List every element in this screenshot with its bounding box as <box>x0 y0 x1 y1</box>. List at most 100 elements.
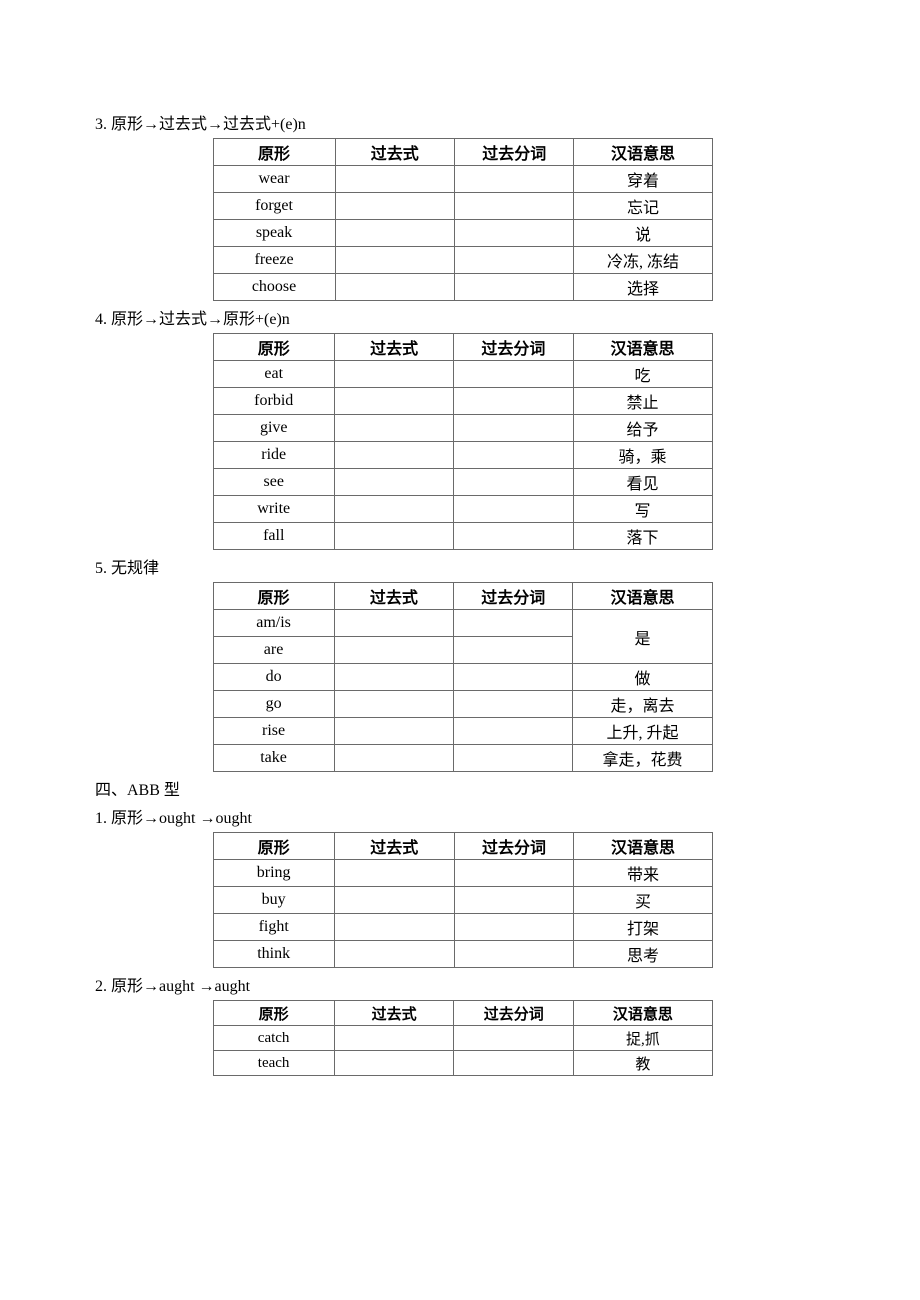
cell-participle <box>454 1051 574 1076</box>
cell-participle <box>455 193 574 220</box>
cell-meaning: 做 <box>573 664 712 691</box>
header-base: 原形 <box>213 1001 334 1026</box>
header-participle: 过去分词 <box>454 1001 574 1026</box>
abb-heading: 四、ABB 型 <box>95 776 830 800</box>
cell-participle <box>455 247 574 274</box>
table-row: forbid禁止 <box>213 388 712 415</box>
cell-base: fight <box>213 914 334 941</box>
cell-past <box>335 166 454 193</box>
cell-meaning: 买 <box>574 887 712 914</box>
cell-past <box>334 860 454 887</box>
header-participle: 过去分词 <box>454 833 574 860</box>
header-past: 过去式 <box>334 1001 454 1026</box>
table-row: choose选择 <box>213 274 712 301</box>
header-meaning: 汉语意思 <box>573 334 712 361</box>
table-row: buy 买 <box>213 887 712 914</box>
cell-base: freeze <box>213 247 335 274</box>
cell-meaning: 吃 <box>573 361 712 388</box>
cell-participle <box>454 442 573 469</box>
table-row: fight打架 <box>213 914 712 941</box>
header-meaning: 汉语意思 <box>574 833 712 860</box>
cell-base: go <box>213 691 334 718</box>
cell-past <box>335 274 454 301</box>
table-row: teach教 <box>213 1051 712 1076</box>
cell-base: bring <box>213 860 334 887</box>
cell-participle <box>454 523 573 550</box>
abb-2-label: 2. 原形→aught →aught <box>95 972 830 996</box>
cell-past <box>335 220 454 247</box>
cell-meaning: 是 <box>573 610 712 664</box>
table-row: forget忘记 <box>213 193 712 220</box>
cell-base: ride <box>213 442 334 469</box>
cell-past <box>334 718 453 745</box>
cell-participle <box>454 860 574 887</box>
table-row: give给予 <box>213 415 712 442</box>
cell-meaning: 给予 <box>573 415 712 442</box>
cell-participle <box>455 274 574 301</box>
cell-participle <box>454 691 573 718</box>
cell-meaning: 带来 <box>574 860 712 887</box>
table-row: see看见 <box>213 469 712 496</box>
table-row: write 写 <box>213 496 712 523</box>
table-row: rise上升, 升起 <box>213 718 712 745</box>
cell-past <box>334 469 453 496</box>
cell-base: write <box>213 496 334 523</box>
cell-participle <box>454 718 573 745</box>
cell-participle <box>454 914 574 941</box>
cell-participle <box>454 361 573 388</box>
cell-meaning: 禁止 <box>573 388 712 415</box>
header-past: 过去式 <box>334 583 453 610</box>
cell-base: buy <box>213 887 334 914</box>
cell-participle <box>454 469 573 496</box>
cell-past <box>334 610 453 637</box>
cell-past <box>334 361 453 388</box>
abb-2-table: 原形 过去式 过去分词 汉语意思 catch捉,抓 teach教 <box>213 1000 713 1076</box>
table-row: wear穿着 <box>213 166 712 193</box>
cell-past <box>334 388 453 415</box>
cell-base: eat <box>213 361 334 388</box>
table-row: catch捉,抓 <box>213 1026 712 1051</box>
cell-meaning: 忘记 <box>574 193 712 220</box>
cell-base: choose <box>213 274 335 301</box>
header-meaning: 汉语意思 <box>574 1001 712 1026</box>
cell-past <box>334 745 453 772</box>
cell-meaning: 写 <box>573 496 712 523</box>
cell-meaning: 看见 <box>573 469 712 496</box>
cell-participle <box>454 941 574 968</box>
section-5-label: 5. 无规律 <box>95 554 830 578</box>
abb-1-table: 原形 过去式 过去分词 汉语意思 bring带来 buy买 fight打架 th… <box>213 832 713 968</box>
cell-base: do <box>213 664 334 691</box>
cell-past <box>335 247 454 274</box>
cell-past <box>334 941 454 968</box>
header-participle: 过去分词 <box>454 583 573 610</box>
cell-past <box>334 914 454 941</box>
cell-past <box>334 415 453 442</box>
header-base: 原形 <box>213 833 334 860</box>
header-base: 原形 <box>213 334 334 361</box>
table-row: freeze 冷冻, 冻结 <box>213 247 712 274</box>
cell-past <box>335 193 454 220</box>
cell-base: am/is <box>213 610 334 637</box>
table-row: bring 带来 <box>213 860 712 887</box>
cell-meaning: 走，离去 <box>573 691 712 718</box>
section-4-label: 4. 原形→过去式→原形+(e)n <box>95 305 830 329</box>
cell-meaning: 思考 <box>574 941 712 968</box>
header-base: 原形 <box>213 139 335 166</box>
cell-past <box>334 664 453 691</box>
section-3-label: 3. 原形→过去式→过去式+(e)n <box>95 110 830 134</box>
cell-past <box>334 523 453 550</box>
cell-participle <box>454 388 573 415</box>
cell-meaning: 冷冻, 冻结 <box>574 247 712 274</box>
cell-meaning: 骑，乘 <box>573 442 712 469</box>
cell-participle <box>454 887 574 914</box>
table-row: fall落下 <box>213 523 712 550</box>
cell-meaning: 上升, 升起 <box>573 718 712 745</box>
cell-past <box>334 691 453 718</box>
cell-participle <box>454 610 573 637</box>
cell-participle <box>454 745 573 772</box>
header-past: 过去式 <box>335 139 454 166</box>
cell-past <box>334 442 453 469</box>
cell-past <box>334 1026 454 1051</box>
cell-past <box>334 1051 454 1076</box>
header-meaning: 汉语意思 <box>574 139 712 166</box>
